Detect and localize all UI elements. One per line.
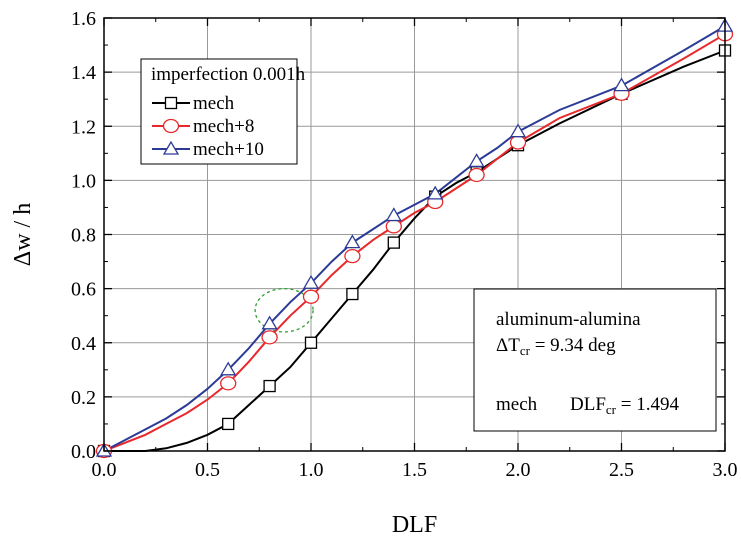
legend-title: imperfection 0.001h [151,64,306,85]
legend-marker [164,96,178,110]
annotation-dlf-value: = 1.494 [616,394,679,415]
data-point [222,417,235,431]
data-point [261,330,278,345]
annotation-dlf: DLF [570,394,606,415]
y-tick-label: 1.2 [71,116,96,138]
data-point [302,289,320,304]
data-point [387,236,400,249]
x-tick-label: 2.5 [609,459,634,481]
data-point [468,153,485,168]
data-point [344,234,361,249]
highlight-ellipse-group [254,287,314,333]
data-point [509,123,527,138]
x-tick-label: 1.0 [299,459,324,481]
data-point [263,379,276,393]
data-point [509,135,527,150]
y-tick-label: 0.8 [71,225,96,247]
annotation-delta-t-value: = 9.34 deg [530,335,616,356]
y-tick-label: 1.4 [71,62,96,84]
data-point [344,248,361,264]
y-axis-title: Δw / h [10,203,36,266]
legend-label: mech+10 [193,139,264,160]
legend-label: mech+8 [193,116,254,137]
y-tick-label: 0.6 [71,279,96,301]
y-tick-label: 0.4 [71,333,96,355]
annotation-frame [473,288,717,432]
x-tick-label: 0.0 [92,459,117,481]
grid [104,18,725,451]
y-tick-label: 1.6 [71,8,96,30]
data-point [304,336,318,349]
x-tick-label: 1.5 [402,459,427,481]
y-tick-label: 0.0 [71,441,96,463]
y-tick-label: 0.2 [71,387,96,409]
x-axis-title: DLF [392,512,437,538]
axis-ticks [103,17,726,452]
legend-box [140,58,298,165]
annotation-delta-t-sub: cr [520,343,531,358]
legend-label: mech [193,93,235,114]
x-tick-label: 0.5 [195,459,220,481]
annotation-critical-dlf: DLFcr = 1.494 [570,394,679,417]
y-tick-label: 1.0 [71,170,96,192]
data-point [427,185,444,200]
data-point [261,315,278,330]
data-point [220,361,237,376]
data-point [385,219,402,234]
data-point [346,287,359,301]
legend-marker [162,140,180,155]
annotation-box: aluminum-alumina ΔTcr = 9.34 deg mech DL… [473,288,717,432]
data-point [385,207,402,222]
data-point [468,167,485,183]
series-markers [95,17,734,459]
highlight-ellipse [254,287,314,333]
annotation-critical-temperature: ΔTcr = 9.34 deg [496,335,616,358]
tick-labels: 0.0 0.5 1.0 1.5 2.0 2.5 3.0 0.0 0.2 0.4 0.6 0.8 1.0 1… [71,8,738,481]
data-point [613,77,630,92]
x-tick-label: 3.0 [713,459,738,481]
x-tick-label: 2.0 [506,459,531,481]
legend-marker [162,118,180,134]
annotation-dlf-sub: cr [606,402,617,417]
data-point [220,376,237,391]
annotation-delta-t: ΔT [496,335,520,356]
data-point [302,274,320,289]
annotation-material: aluminum-alumina [496,309,641,330]
annotation-mech-label: mech [496,394,538,415]
